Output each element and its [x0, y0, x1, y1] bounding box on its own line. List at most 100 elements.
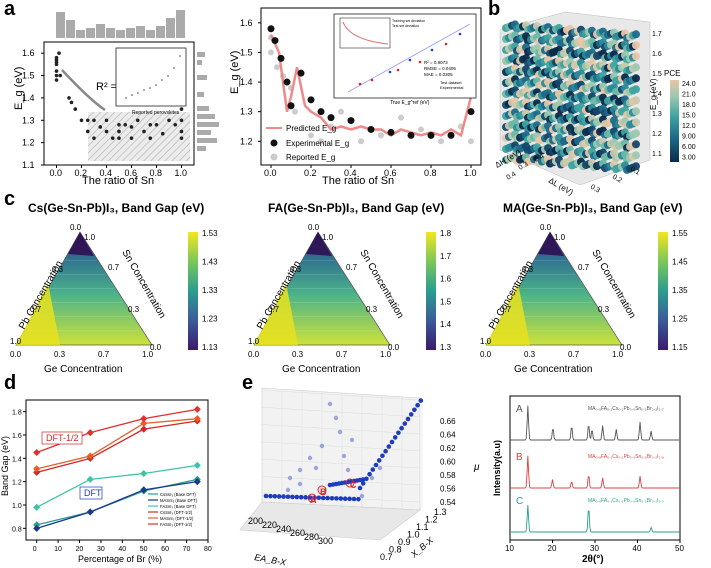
z-tick: 0.56 [440, 485, 456, 494]
xrd-trace [510, 405, 680, 441]
legend-entry: CsSnI₃ (Base DFT) [160, 492, 197, 497]
cube-point [632, 52, 640, 61]
experimental-point [317, 108, 325, 116]
inset-legend-2: Experimental [440, 85, 463, 90]
plot-frame [509, 395, 681, 541]
y-tick-0: 0.4 [506, 171, 518, 182]
reported-point [358, 138, 364, 145]
data-point [148, 136, 153, 140]
scatter-point [281, 494, 286, 499]
y-tick-label: 1.2 [240, 136, 253, 146]
inset-xlabel: Reported perovskites [132, 110, 180, 116]
scatter-point [399, 425, 404, 431]
z-tick: 1.7 [652, 31, 662, 38]
bottom-axis-label: Ge Concentration [514, 364, 592, 375]
scatter-point [392, 435, 398, 440]
highlight-point [345, 478, 355, 488]
c3-title: MA(Ge-Sn-Pb)I₃, Band Gap (eV) [503, 201, 683, 215]
x-tick-label: 0.2 [304, 168, 317, 178]
colorbar-tick: 1.25 [672, 315, 688, 324]
x-axis-label: The ratio of Sn [322, 175, 394, 187]
scatter-point [342, 496, 348, 502]
x-axis-label: EA_B-X [254, 552, 288, 568]
cube-point [632, 30, 640, 39]
tick-bottom-x: 0.7 [568, 350, 580, 359]
colorbar-tick: 21.0 [682, 92, 696, 99]
colorbar-tick: 12.0 [682, 123, 696, 130]
x-axis-label: The ratio of Sn [82, 175, 154, 187]
inset-diagonal [347, 23, 471, 93]
x-tick-3: 0.1 [629, 166, 641, 177]
x-tick-label: 60 [161, 546, 169, 553]
experimental-point [367, 125, 375, 133]
scatter-point [359, 493, 365, 499]
y-tick: 1.2 [425, 515, 438, 525]
highlight-point [317, 485, 327, 495]
cube-point [632, 140, 640, 149]
z-tick: 0.64 [440, 431, 456, 440]
reported-point [338, 108, 344, 115]
xrd-trace [510, 504, 680, 533]
colorbar-tick: 3.00 [682, 155, 696, 162]
scatter-point [418, 398, 424, 403]
scatter-point [360, 481, 366, 486]
xrd-series-letter: B [516, 452, 523, 463]
tick-bottom-x: 0.3 [524, 350, 536, 359]
inset-legend-1: Test dataset [440, 80, 462, 85]
y-axis-label: E_g (eV) [13, 67, 25, 110]
data-point [54, 62, 59, 67]
yellow-wedge [254, 283, 298, 345]
scatter-point [337, 429, 343, 435]
z-tick: 0.60 [440, 458, 456, 467]
inset-curve [125, 55, 181, 99]
data-point [154, 122, 159, 127]
cube-point [632, 41, 640, 50]
panel-letter-b: b [488, 0, 501, 20]
data-point [54, 78, 59, 82]
series-marker [33, 503, 41, 511]
y-tick: 1.0 [407, 530, 420, 540]
data-point [148, 122, 153, 127]
scatter-point [357, 485, 363, 491]
panel-letter-c: c [4, 188, 16, 210]
scatter-point [402, 421, 408, 426]
dft12-annotation: DFT-1/2 [46, 433, 79, 443]
cube-point [632, 162, 640, 171]
scatter-point [313, 465, 319, 471]
inset-xlabel: True E_g^ref (eV) [390, 100, 430, 106]
experimental-point [447, 131, 455, 139]
z-tick: 1.5 [652, 71, 662, 78]
data-point [129, 136, 134, 140]
data-point [69, 100, 74, 105]
x-tick-1: 0.3 [589, 184, 601, 195]
scatter-point [297, 481, 303, 487]
grid-line [261, 424, 421, 435]
plot-frame [43, 41, 195, 166]
x-axis-label: Percentage of Br (%) [78, 554, 162, 564]
scatter-point [370, 467, 376, 472]
colorbar-ticks: 24.0 21.0 18.0 15.0 12.0 9.00 6.00 3.00 [682, 81, 696, 162]
reported-point [274, 64, 280, 71]
reported-point [292, 108, 298, 115]
scatter-point [290, 494, 295, 500]
series-marker [140, 486, 148, 494]
z-tick: 1.4 [652, 91, 662, 98]
panel-letter-e: e [242, 372, 254, 394]
x-tick-label: 50 [675, 544, 684, 553]
tick-left-mid: 0.3 [290, 265, 302, 274]
panel-a-right: Training set deviation Test set deviatio… [229, 7, 482, 187]
y-axis-label: Band Gap (eV) [0, 436, 10, 496]
y-tick-label: 1.2 [22, 138, 35, 148]
x-tick-label: 30 [590, 544, 599, 553]
x-tick-label: 1.0 [175, 168, 188, 178]
tick-left-mid: 0.3 [52, 265, 64, 274]
inset2-curve [342, 21, 389, 45]
scatter-point [285, 487, 291, 493]
scatter-point [333, 415, 339, 421]
tick-bottom-left: 1.0 [10, 337, 22, 346]
cube-point [632, 63, 640, 72]
experimental-point [427, 131, 435, 139]
series-marker [193, 415, 201, 423]
cube-point [632, 96, 640, 105]
scatter-point [356, 496, 361, 502]
